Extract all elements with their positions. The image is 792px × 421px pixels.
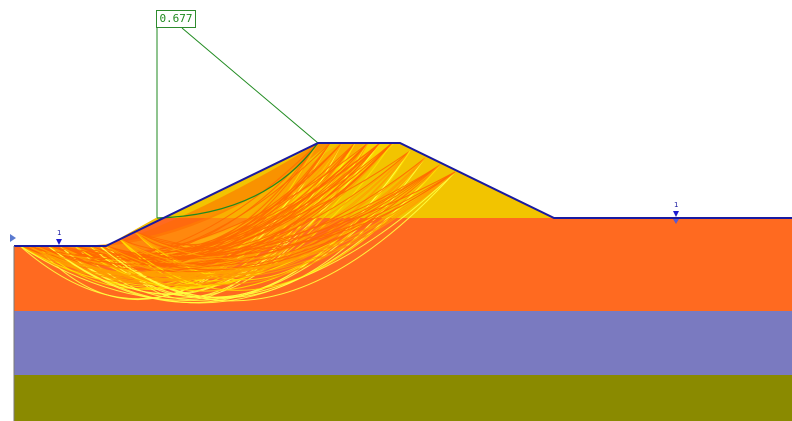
factor-of-safety-label: 0.677 [156,10,196,28]
slip-surface [27,150,411,276]
soil-layer-purple [14,311,792,375]
slip-surfaces [19,142,456,304]
slip-surface [99,157,426,299]
slip-surface [99,164,441,271]
fs-leader-right [181,27,319,144]
slip-surface [134,171,456,250]
slip-surface [35,164,441,271]
slip-surface [35,142,331,301]
slip-surface [27,142,369,256]
water-table-symbol-right [673,219,679,224]
slip-surface [134,164,441,260]
water-table-label-right: 1 [674,201,679,209]
slip-surface [105,171,456,276]
slip-surface [19,171,456,302]
ground-surface-line [14,142,792,247]
slip-surface [47,142,393,256]
slip-surface [99,171,456,302]
slip-surface [35,150,411,281]
slip-surface [134,142,319,250]
slip-surface [134,142,393,250]
slip-surface [89,171,456,279]
slip-surface [105,150,411,298]
slip-surface [119,171,456,270]
slip-surface [119,142,393,252]
water-table-label-left: 1 [57,229,62,237]
critical-slip-surface [156,142,319,219]
slip-surface [47,164,441,304]
slip-surface [74,164,441,265]
water-table-marker-right [673,211,679,217]
water-table-marker-left [56,239,62,245]
slip-surface [47,171,456,276]
slip-surface [27,171,456,261]
left-boundary-marker [10,234,16,242]
soil-layer-olive [14,375,792,421]
